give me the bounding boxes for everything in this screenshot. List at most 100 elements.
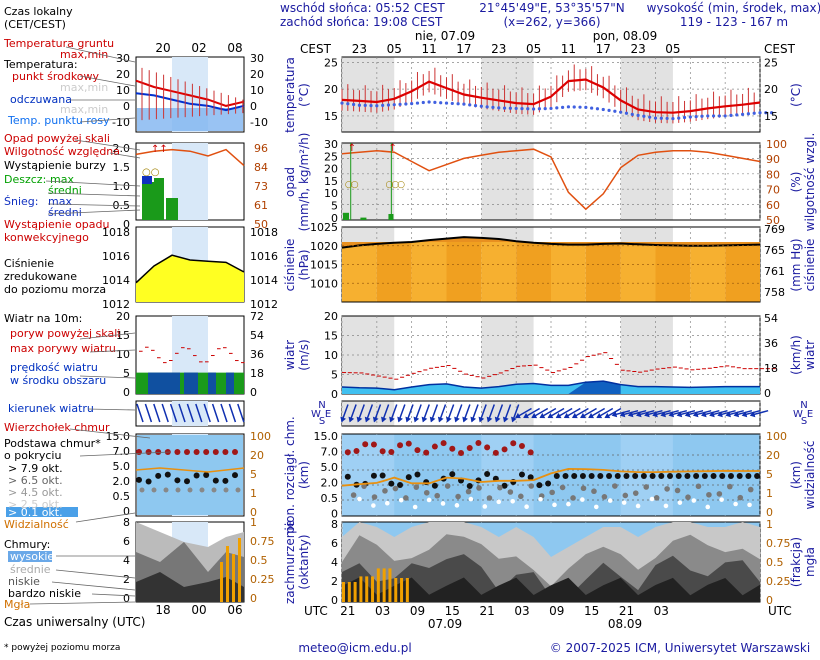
- wind-arrow-head: [652, 411, 658, 418]
- wind-arrow: [604, 407, 622, 419]
- legend-wind-tick-left: 15: [116, 329, 130, 342]
- dewpoint-dot: [549, 106, 553, 111]
- wind-arrow-head: [676, 411, 683, 418]
- legend-okt-swatch: [6, 507, 78, 517]
- cloud-base-dot-mid: [580, 485, 587, 492]
- cloud-base-dot-mid: [423, 489, 430, 496]
- wind-arrow-head: [502, 416, 509, 423]
- wind-arrow-head: [733, 411, 740, 418]
- compass-s-left: S: [319, 416, 325, 427]
- legend-visibility-tick: 1: [250, 487, 257, 500]
- top-hour-label: 17: [456, 42, 471, 56]
- legend-top-hour: 08: [227, 41, 242, 55]
- legend-rain-bar: [166, 198, 178, 220]
- dewpoint-dot: [601, 107, 605, 112]
- legend-fog-bar: [226, 546, 229, 602]
- legend-top-hour: 20: [155, 41, 170, 55]
- dewpoint-dot: [433, 100, 437, 104]
- precip-above-mark: ↑: [388, 143, 396, 154]
- fog-axis-unit: (frakcja): [789, 537, 803, 587]
- legend-connector: [79, 117, 136, 123]
- pressure-axis-label-right: ciśnienie: [803, 239, 817, 292]
- cloud-base-dot: [693, 473, 700, 479]
- legend-cc-tick: 4: [123, 554, 130, 567]
- legend-temp-tick-left: 30: [116, 52, 130, 65]
- cloud-base-dot: [623, 473, 630, 479]
- legend-cloud-low-area: [136, 572, 244, 602]
- cloudcover-tick: 2: [331, 575, 338, 588]
- dewpoint-dot: [531, 107, 536, 111]
- legend-cloud-base-dot: [187, 487, 193, 493]
- legend-connector: [109, 152, 141, 159]
- cloud-base-dot-low: [371, 503, 376, 508]
- cloudcover-axis-label: zachmurzenie: [283, 520, 297, 604]
- cloud-top-dot: [431, 443, 438, 450]
- wind-tick: 5: [331, 369, 338, 382]
- legend-label: > 6.5 okt.: [8, 474, 63, 487]
- wind-arrow-head: [470, 416, 477, 423]
- dewpoint-dot: [665, 116, 669, 121]
- legend-pressure-area: [136, 255, 244, 302]
- wind-arrow: [580, 407, 597, 419]
- legend-humidity-tick: 73: [254, 180, 268, 193]
- storm-mark: ○: [386, 180, 394, 190]
- dewpoint-dot: [752, 111, 756, 115]
- legend-fog-bar: [220, 562, 223, 602]
- legend-label: Temp. punktu rosy: [7, 114, 110, 127]
- wind-arrow-head: [596, 412, 603, 419]
- dewpoint-dot: [508, 106, 512, 110]
- legend-cloud-base-dot: [199, 487, 205, 493]
- pressure-fill-segment: [481, 242, 517, 302]
- legend-fog-bar: [238, 538, 241, 602]
- storm-mark: ○: [391, 180, 399, 190]
- dewpoint-dot: [764, 111, 768, 115]
- legend-label: prędkość wiatru: [10, 361, 98, 374]
- wind-arrow: [486, 404, 495, 423]
- wind-arrow: [340, 404, 349, 423]
- legend-connector: [65, 46, 136, 63]
- wind-arrow: [725, 409, 744, 418]
- dewpoint-dot: [688, 115, 692, 119]
- wind-arrow-head: [372, 416, 379, 423]
- cloud-base-dot: [649, 473, 656, 479]
- precip-tick: 5: [331, 200, 338, 213]
- dewpoint-dot: [340, 101, 344, 105]
- legend-connector: [51, 581, 136, 591]
- cloud-base-dot-mid: [465, 488, 472, 495]
- fog-bar: [371, 576, 375, 602]
- visibility-tick: 0: [766, 506, 773, 519]
- dewpoint-dot: [735, 113, 739, 117]
- temp-axis-unit-right: (°C): [789, 83, 803, 107]
- cloud-top-dot: [484, 444, 491, 451]
- visibility-tick: 5: [766, 468, 773, 481]
- pressure-fill-segment: [516, 242, 551, 302]
- cloud-base-dot-low: [510, 498, 515, 504]
- cloud-base-dot-low: [607, 498, 613, 503]
- dewpoint-dot: [497, 106, 501, 110]
- legend-label: max,min: [60, 81, 108, 94]
- night-band: [620, 316, 673, 394]
- cloud-top-dot: [458, 449, 465, 456]
- sunrise-text: wschód słońca: 05:52 CEST: [280, 1, 445, 15]
- cloud-base-dot: [545, 480, 552, 487]
- cloud-base-dot-mid: [497, 484, 503, 491]
- cloud-top-dot: [370, 441, 377, 448]
- wind-tick-kmh: 18: [764, 362, 778, 375]
- wind-arrow-head: [511, 416, 517, 423]
- cloud-base-dot: [597, 473, 604, 479]
- cloud-top-dot: [440, 440, 447, 447]
- legend-visibility-tick: 20: [250, 449, 264, 462]
- cloud-base-dot-mid: [695, 483, 702, 490]
- legend-cloud-base-dot: [222, 477, 229, 484]
- wind-arrow: [523, 407, 541, 419]
- legend-temp-tick-right: -10: [250, 116, 268, 129]
- cloudcover-axis-unit: (oktanty): [297, 534, 311, 589]
- wind-arrow: [372, 404, 382, 423]
- legend-cloud-top-dot: [232, 449, 238, 455]
- cloud-base-dot-mid: [444, 483, 451, 489]
- cloud-axis-unit: (km): [297, 461, 311, 489]
- top-hour-label: 05: [526, 42, 541, 56]
- cloud-base-dot-low: [649, 496, 655, 502]
- dewpoint-dot: [659, 116, 663, 120]
